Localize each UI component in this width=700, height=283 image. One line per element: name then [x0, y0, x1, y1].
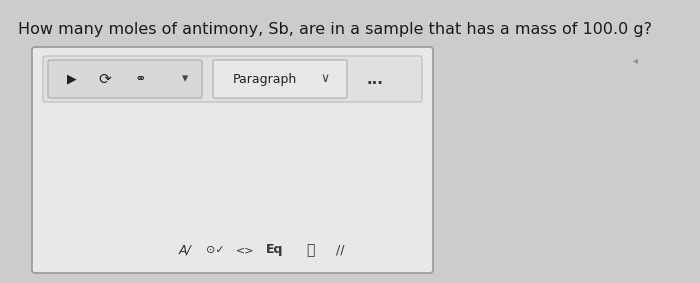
Text: ...: ... — [367, 72, 384, 87]
Text: ▾: ▾ — [182, 72, 188, 85]
Text: ∨: ∨ — [321, 72, 330, 85]
Text: //: // — [336, 243, 344, 256]
Text: Eq: Eq — [266, 243, 284, 256]
Text: ⟳: ⟳ — [99, 72, 111, 87]
Text: ⚭: ⚭ — [134, 72, 146, 86]
Text: ◂: ◂ — [633, 55, 638, 65]
FancyBboxPatch shape — [213, 60, 347, 98]
FancyBboxPatch shape — [48, 60, 202, 98]
FancyBboxPatch shape — [32, 47, 433, 273]
Text: A/: A/ — [178, 243, 191, 256]
Text: <>: <> — [236, 245, 254, 255]
Text: Paragraph: Paragraph — [233, 72, 297, 85]
Text: How many moles of antimony, Sb, are in a sample that has a mass of 100.0 g?: How many moles of antimony, Sb, are in a… — [18, 22, 652, 37]
Text: ▶: ▶ — [67, 72, 77, 85]
Text: ⊙✓: ⊙✓ — [206, 245, 225, 255]
Text: ⤢: ⤢ — [306, 243, 314, 257]
FancyBboxPatch shape — [43, 56, 422, 102]
